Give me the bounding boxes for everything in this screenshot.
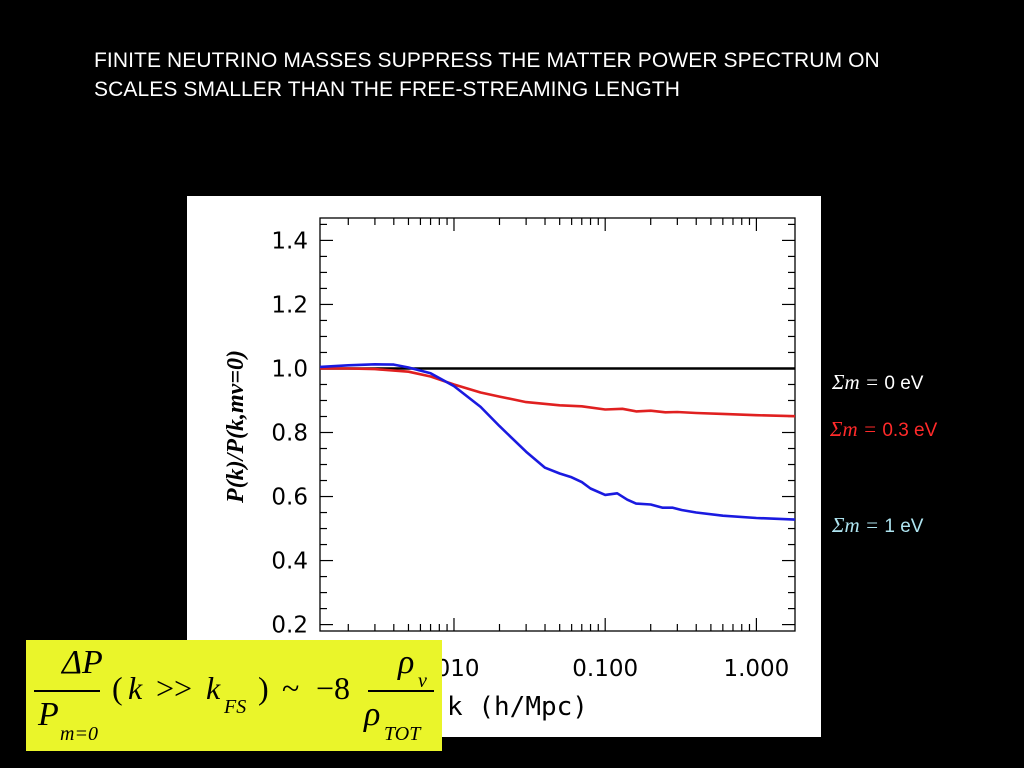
y-axis-label: P(k)/P(k,mν=0)	[223, 350, 249, 504]
legend-value: 0.3 eV	[882, 420, 938, 441]
fraction-bar	[368, 690, 434, 692]
y-tick-label: 0.8	[271, 421, 308, 447]
formula-coefficient: −8	[316, 670, 351, 706]
y-tick-label: 0.2	[271, 613, 308, 639]
series-line-1	[320, 367, 796, 418]
legend-value: 1 eV	[884, 516, 924, 537]
formula-denominator-sub: m=0	[60, 723, 98, 745]
y-tick-label: 1.4	[271, 228, 308, 254]
formula-kfs: k	[206, 670, 221, 706]
formula-numerator: ΔP	[62, 644, 103, 681]
plot-frame	[319, 217, 796, 632]
y-tick-label: 0.6	[271, 485, 308, 511]
formula-rho-nu-sub: ν	[418, 670, 427, 692]
formula-kfs-sub: FS	[224, 696, 247, 718]
formula-box: ΔP P m=0 ( k >> k FS ) ~ −8 ρ ν ρ TOT	[26, 640, 442, 751]
formula-k: k	[128, 670, 143, 706]
formula-rho-tot: ρ	[364, 696, 381, 733]
series-line-2	[319, 363, 796, 521]
slide-title: FINITE NEUTRINO MASSES SUPPRESS THE MATT…	[94, 49, 880, 101]
y-tick-label: 0.4	[271, 549, 308, 575]
legend-item-1ev: Σm = 1 eV	[832, 513, 923, 538]
y-tick-label: 1.0	[271, 356, 308, 382]
formula-tilde: ~	[282, 670, 300, 706]
legend-item-0ev: Σm = 0 eV	[832, 370, 923, 395]
legend-symbol: Σm =	[830, 417, 878, 441]
formula-denominator: P	[38, 696, 59, 733]
y-tick-label: 1.2	[271, 292, 308, 318]
legend-item-0.3ev: Σm = 0.3 eV	[830, 417, 937, 442]
x-tick-label: 0.100	[572, 656, 638, 682]
legend-symbol: Σm =	[832, 370, 880, 394]
formula-rho-tot-sub: TOT	[384, 723, 421, 745]
formula-paren-close: )	[258, 670, 269, 706]
formula-paren-open: (	[112, 670, 123, 706]
formula-rho-nu: ρ	[398, 644, 415, 681]
fraction-bar	[34, 690, 100, 692]
legend-symbol: Σm =	[832, 513, 880, 537]
x-axis-label: k (h/Mpc)	[447, 692, 588, 722]
legend-value: 0 eV	[884, 373, 924, 394]
formula-much-greater: >>	[156, 670, 193, 706]
power-spectrum-chart: 1.41.21.00.80.60.40.2.010 0.100 1.000P(k)/…	[223, 217, 796, 722]
x-tick-label: 1.000	[723, 656, 789, 682]
